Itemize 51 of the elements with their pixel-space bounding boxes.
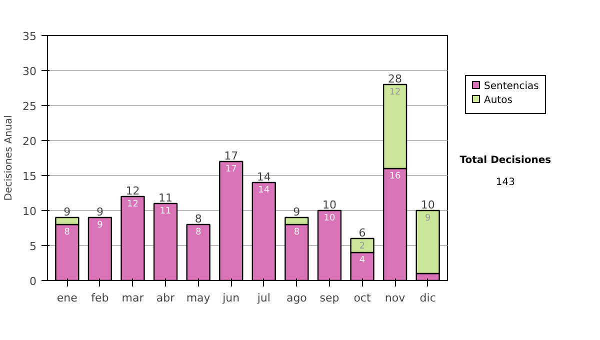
x-tick-label: jun bbox=[222, 292, 240, 304]
x-tick-label: abr bbox=[156, 292, 176, 304]
data-label: 17 bbox=[225, 164, 237, 174]
legend-label: Autos bbox=[483, 94, 514, 108]
x-tick-label: ago bbox=[286, 292, 308, 304]
total-label: 6 bbox=[358, 226, 366, 240]
x-tick-label: mar bbox=[122, 292, 144, 304]
y-tick-label: 5 bbox=[30, 240, 36, 253]
total-label: 11 bbox=[158, 192, 173, 204]
text: 143 bbox=[494, 176, 516, 190]
y-tick-label: 15 bbox=[22, 170, 37, 183]
data-label: 4 bbox=[359, 256, 366, 266]
text: Total Decisiones bbox=[458, 154, 552, 168]
x-tick-label: nov bbox=[384, 292, 406, 304]
data-label: 9 bbox=[97, 220, 104, 230]
x-tick-label: feb bbox=[91, 292, 109, 304]
x-tick-label: jul bbox=[256, 292, 270, 304]
data-label: 2 bbox=[359, 242, 366, 252]
data-label: 8 bbox=[294, 228, 300, 238]
total-label: 10 bbox=[322, 198, 336, 212]
y-axis-title: Decisiones Anual bbox=[4, 115, 15, 201]
total-label: 8 bbox=[194, 212, 202, 226]
total-label: 17 bbox=[224, 150, 238, 162]
data-label: 11 bbox=[160, 206, 172, 216]
x-tick-label: oct bbox=[354, 292, 372, 304]
x-tick-label: ene bbox=[56, 292, 78, 304]
total-label: 28 bbox=[388, 72, 402, 86]
y-tick-label: 20 bbox=[22, 135, 37, 148]
data-label: 8 bbox=[64, 228, 70, 238]
y-tick-label: 10 bbox=[22, 205, 37, 218]
total-label: 12 bbox=[126, 184, 140, 198]
data-label: 12 bbox=[127, 200, 138, 210]
y-tick-label: 30 bbox=[22, 65, 37, 78]
total-label: 9 bbox=[64, 206, 71, 218]
total-label: 9 bbox=[293, 206, 300, 218]
data-label: 16 bbox=[389, 172, 402, 182]
legend-label: Sentencias bbox=[483, 80, 539, 94]
data-label: 14 bbox=[258, 186, 270, 196]
x-tick-label: sep bbox=[320, 292, 340, 304]
total-label: 14 bbox=[256, 170, 271, 184]
x-tick-label: may bbox=[186, 292, 211, 304]
total-label: 10 bbox=[420, 198, 435, 212]
y-tick-label: 35 bbox=[22, 30, 37, 43]
data-label: 10 bbox=[324, 214, 336, 224]
data-label: 8 bbox=[195, 228, 202, 238]
x-tick-label: dic bbox=[420, 292, 436, 304]
y-tick-label: 0 bbox=[30, 275, 36, 288]
data-label: 9 bbox=[424, 214, 431, 224]
data-label: 12 bbox=[389, 88, 401, 98]
y-tick-label: 25 bbox=[22, 100, 37, 113]
total-label: 9 bbox=[96, 206, 104, 218]
